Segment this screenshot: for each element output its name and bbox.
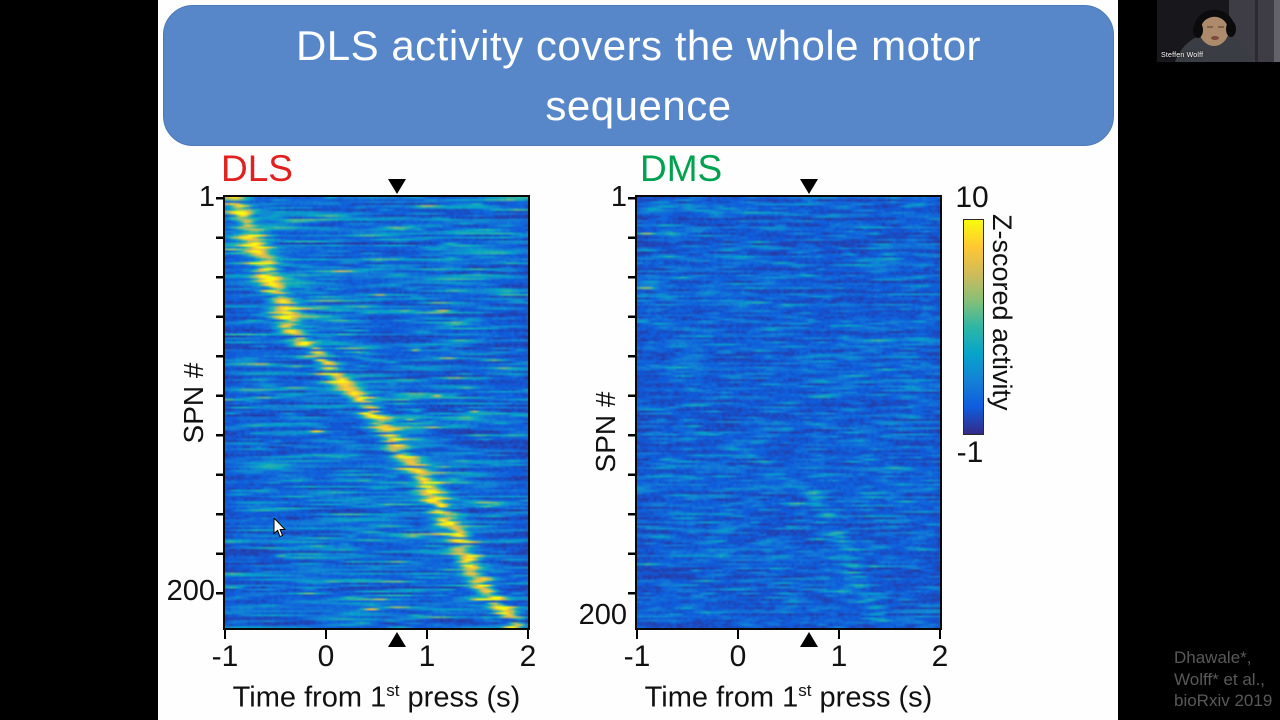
- panel-title-dls: DLS: [221, 148, 293, 189]
- citation-line: Dhawale*,: [1174, 648, 1252, 667]
- title-banner: DLS activity covers the whole motor sequ…: [163, 5, 1114, 146]
- y-tick-label-1: 1: [198, 181, 215, 213]
- x-tick-label: 2: [519, 640, 537, 673]
- x-tick-label: 1: [830, 640, 848, 673]
- citation: Dhawale*, Wolff* et al., bioRxiv 2019: [1174, 647, 1278, 712]
- heatmap-dls: [223, 195, 530, 630]
- event-marker-bottom-icon: [799, 632, 818, 647]
- x-axis-ticks: [635, 630, 942, 639]
- colorbar-min-label: -1: [956, 436, 984, 469]
- x-tick: [938, 630, 942, 639]
- event-marker-top-icon: [387, 179, 406, 194]
- x-tick: [837, 630, 841, 639]
- y-axis-label: SPN #: [590, 391, 621, 473]
- x-tick: [736, 630, 740, 639]
- x-tick-label: 2: [931, 640, 949, 673]
- y-axis-label: SPN #: [178, 362, 209, 444]
- event-marker-bottom-icon: [387, 632, 406, 647]
- x-tick: [223, 630, 227, 639]
- x-axis-label: Time from 1st press (s): [232, 681, 521, 714]
- slide-title-line1: DLS activity covers the whole motor: [295, 21, 982, 69]
- heatmap-dms: [635, 195, 942, 630]
- x-tick-label: 0: [729, 640, 747, 673]
- participant-video: [1157, 0, 1280, 62]
- x-tick: [635, 630, 639, 639]
- y-tick-label-1: 1: [610, 181, 627, 213]
- citation-line: bioRxiv 2019: [1174, 691, 1273, 710]
- y-axis-ticks: [216, 197, 223, 596]
- x-tick-label: 0: [317, 640, 335, 673]
- panel-title-dms: DMS: [640, 148, 723, 189]
- x-tick-label: -1: [211, 640, 239, 673]
- webcam-thumbnail[interactable]: Steffen Wolff: [1157, 0, 1280, 62]
- x-axis-ticks: [223, 630, 530, 639]
- heatmap-panel-dms: DMS SPN # 1 200 -1 0 1 2 Time from 1st pres…: [579, 148, 949, 720]
- mouse-cursor-icon: [273, 518, 287, 538]
- citation-line: Wolff* et al.,: [1174, 669, 1266, 689]
- x-tick-labels: -1 0 1 2: [212, 640, 537, 676]
- x-axis-label: Time from 1st press (s): [644, 681, 933, 714]
- heatmap-panel-dls: DLS SPN # 1 200 -1 0 1 2 Time from 1st pres…: [167, 148, 537, 720]
- x-tick: [526, 630, 530, 639]
- colorbar-max-label: 10: [955, 181, 989, 214]
- colorbar-title: Z-scored activity: [987, 214, 1017, 411]
- participant-name: Steffen Wolff: [1161, 52, 1204, 59]
- y-tick-label-200: 200: [578, 598, 627, 631]
- y-axis-ticks: [628, 197, 635, 596]
- x-tick-labels: -1 0 1 2: [624, 640, 949, 676]
- x-tick-label: -1: [623, 640, 651, 673]
- colorbar-gradient: [963, 219, 984, 435]
- y-tick-label-200: 200: [166, 574, 215, 607]
- x-tick-label: 1: [418, 640, 436, 673]
- x-tick: [324, 630, 328, 639]
- x-tick: [425, 630, 429, 639]
- slide-title-line2: sequence: [545, 81, 732, 129]
- event-marker-top-icon: [799, 179, 818, 194]
